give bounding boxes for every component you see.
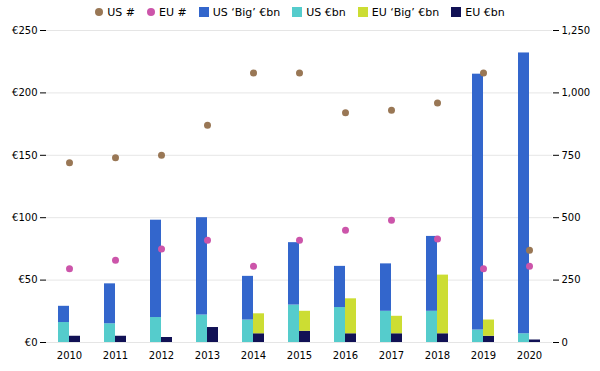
html-text:EU €bn: EU €bn: [465, 5, 505, 19]
svg-text:€150: €150: [12, 150, 37, 161]
svg-text:2011: 2011: [103, 350, 128, 361]
svg-text:€50: €50: [18, 274, 37, 285]
svg-text:500: 500: [562, 212, 581, 223]
html-text:US ‘Big’ €bn: US ‘Big’ €bn: [212, 5, 281, 19]
svg-text:1,250: 1,250: [562, 25, 591, 36]
html-text:US €bn: US €bn: [306, 5, 346, 19]
svg-text:2014: 2014: [241, 350, 266, 361]
svg-text:€0: €0: [25, 337, 38, 348]
svg-text:250: 250: [562, 274, 581, 285]
html-text:EU #: EU #: [159, 5, 187, 19]
svg-text:2020: 2020: [517, 350, 542, 361]
svg-text:750: 750: [562, 150, 581, 161]
svg-text:0: 0: [562, 337, 568, 348]
svg-text:2013: 2013: [195, 350, 220, 361]
svg-text:2016: 2016: [333, 350, 358, 361]
svg-text:2015: 2015: [287, 350, 312, 361]
svg-text:€100: €100: [12, 212, 37, 223]
svg-text:2012: 2012: [149, 350, 174, 361]
svg-text:€200: €200: [12, 87, 37, 98]
svg-text:2018: 2018: [425, 350, 450, 361]
html-text:US #: US #: [107, 5, 135, 19]
svg-text:2017: 2017: [379, 350, 404, 361]
svg-text:2010: 2010: [57, 350, 82, 361]
html-text:EU ‘Big’ €bn: EU ‘Big’ €bn: [371, 5, 440, 19]
svg-text:2019: 2019: [471, 350, 496, 361]
svg-text:€250: €250: [12, 25, 37, 36]
svg-text:1,000: 1,000: [562, 87, 591, 98]
